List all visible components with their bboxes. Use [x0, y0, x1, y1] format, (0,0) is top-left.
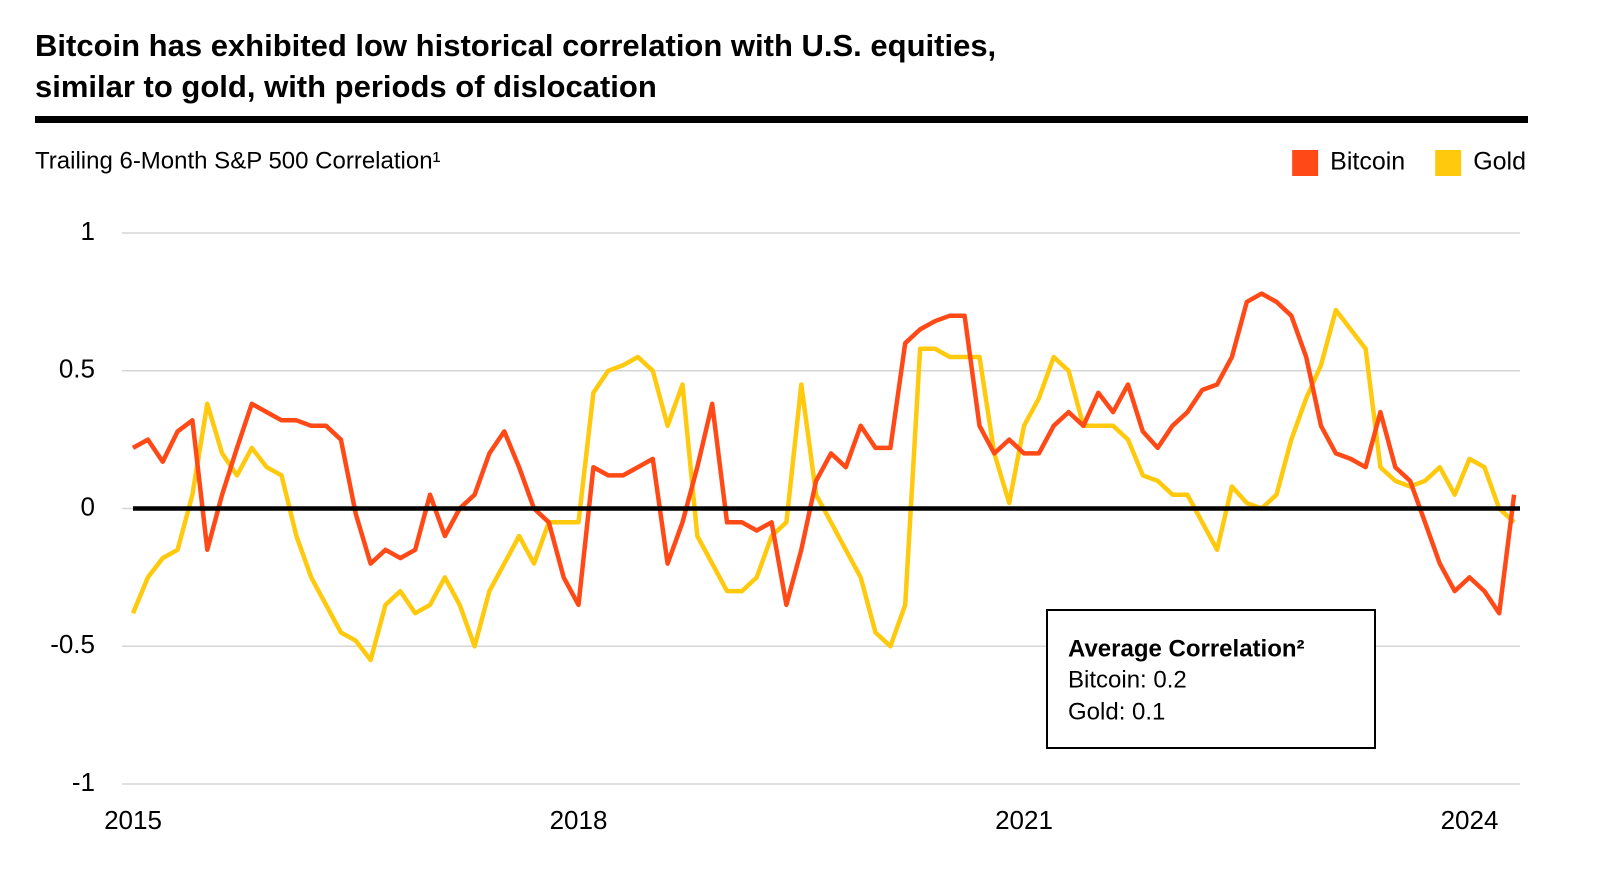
x-tick-label: 2015: [104, 805, 162, 835]
annotation-title: Average Correlation²: [1068, 635, 1305, 662]
y-tick-label: -0.5: [50, 629, 95, 659]
title-rule: [35, 116, 1528, 123]
y-tick-label: -1: [72, 767, 95, 797]
x-tick-label: 2018: [550, 805, 608, 835]
legend-swatch: [1292, 150, 1319, 176]
chart-title: Bitcoin has exhibited low historical cor…: [35, 28, 996, 63]
legend-label: Bitcoin: [1330, 148, 1405, 176]
subtitle: Trailing 6-Month S&P 500 Correlation¹: [35, 147, 441, 174]
legend-swatch: [1435, 150, 1462, 176]
annotation-line: Gold: 0.1: [1068, 698, 1165, 725]
x-tick-label: 2021: [995, 805, 1053, 835]
annotation-line: Bitcoin: 0.2: [1068, 666, 1187, 693]
y-tick-label: 1: [81, 216, 95, 246]
x-tick-label: 2024: [1441, 805, 1499, 835]
legend-label: Gold: [1473, 148, 1526, 176]
y-tick-label: 0.5: [59, 354, 95, 384]
annotation-box: [1046, 609, 1376, 749]
y-tick-label: 0: [81, 491, 95, 521]
chart-title: similar to gold, with periods of disloca…: [35, 69, 657, 104]
series-line: [131, 291, 1517, 616]
